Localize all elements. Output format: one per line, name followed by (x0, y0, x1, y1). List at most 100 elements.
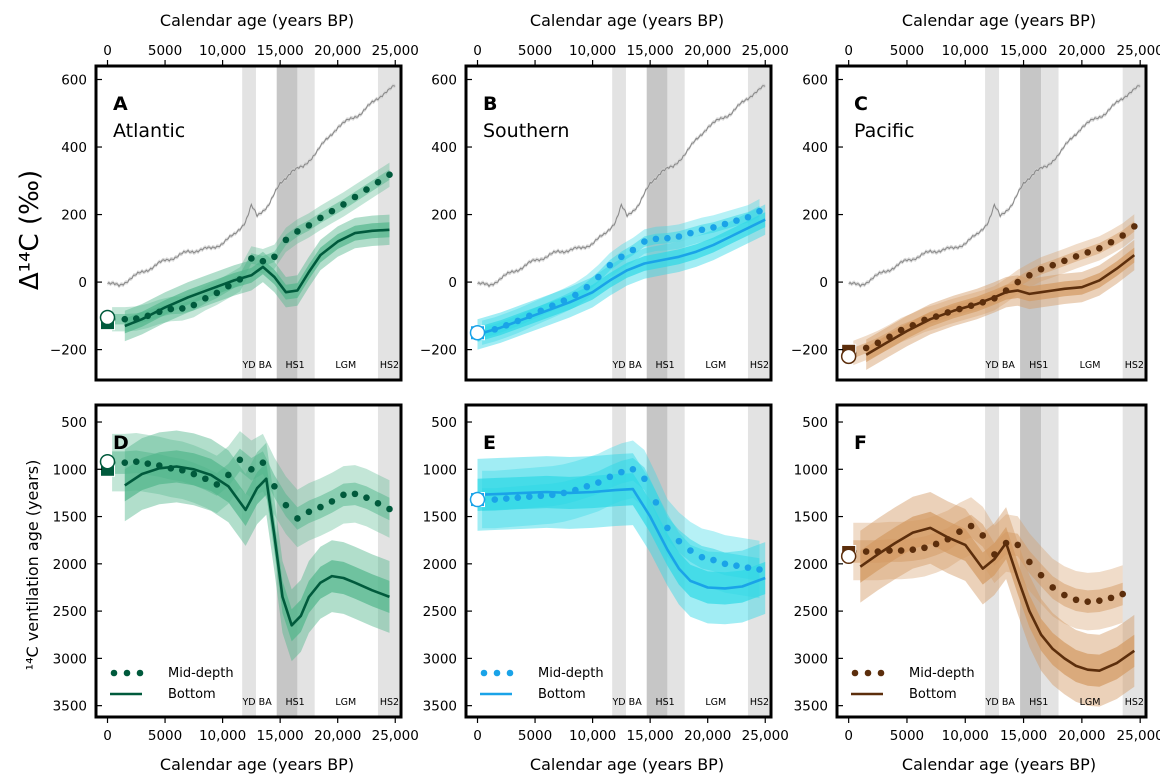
mid-depth-point (549, 302, 556, 310)
modern-mid-marker (99, 453, 116, 470)
mid-depth-point (202, 475, 209, 483)
mid-depth-point (386, 171, 393, 179)
mid-depth-point (317, 214, 324, 222)
y-tick-label: 200 (61, 208, 87, 224)
mid-depth-point (271, 253, 278, 261)
x-tick-label: 20,000 (1058, 43, 1105, 59)
x-tick-label: 0 (844, 43, 853, 59)
y-tick-label: 0 (448, 275, 457, 291)
x-tick-label: 10,000 (199, 43, 246, 59)
y-axis-title-top: Δ¹⁴C (‰) (15, 170, 45, 290)
modern-mid-marker (469, 324, 486, 341)
y-axis-title-bottom: ¹⁴C ventilation age (years) (23, 460, 42, 671)
mid-depth-point (874, 548, 882, 555)
x-tick-label: 5000 (518, 43, 552, 59)
mid-depth-point (514, 317, 522, 325)
panel-b: 0 5000 10,000 15,000 20,000 25,000 600 400 200 0 −… (420, 43, 789, 382)
bottom-envelope-inner (124, 222, 390, 334)
mid-depth-point (363, 186, 370, 193)
mid-depth-point (236, 456, 244, 464)
mid-depth-point (340, 491, 347, 499)
mid-depth-point (583, 483, 591, 490)
mid-depth-point (1061, 257, 1068, 265)
interval-label-ba: BA (259, 697, 273, 708)
x-tick-label: 20,000 (684, 43, 731, 59)
x-axis-title-top-left: Calendar age (years BP) (160, 11, 354, 30)
y-tick-label: 3500 (53, 699, 87, 715)
mid-depth-point (305, 222, 313, 229)
y-tick-label: 2500 (423, 604, 457, 620)
y-tick-label: 2000 (53, 557, 87, 573)
x-tick-label: 10,000 (942, 728, 989, 744)
mid-depth-point (248, 465, 255, 473)
x-tick-label: 0 (473, 43, 482, 59)
mid-depth-point (560, 297, 568, 304)
mid-depth-point (956, 528, 963, 535)
interval-label-hs2: HS2 (1125, 360, 1144, 371)
mid-depth-point (144, 312, 152, 320)
bottom-envelope-inner (124, 450, 390, 642)
y-tick-label: −200 (420, 343, 457, 359)
mid-depth-point (121, 459, 129, 466)
legend-mid-marker (123, 669, 131, 677)
mid-depth-point (991, 294, 998, 302)
interval-label-lgm: LGM (1080, 697, 1101, 708)
legend-mid-marker (136, 669, 144, 677)
mid-depth-point (886, 333, 893, 341)
y-tick-label: 0 (78, 275, 87, 291)
x-tick-label: 15,000 (257, 43, 304, 59)
y-tick-label: 2000 (794, 557, 828, 573)
mid-depth-point (641, 475, 648, 483)
mid-depth-point (652, 235, 660, 243)
legend-mid-label: Mid-depth (168, 666, 234, 681)
mid-depth-point (213, 289, 221, 297)
x-tick-label: 25,000 (1117, 728, 1160, 744)
mid-depth-point (744, 564, 752, 571)
interval-label-ba: BA (629, 360, 643, 371)
interval-label-yd: YD (242, 360, 256, 371)
panel-c: 0 5000 10,000 15,000 20,000 25,000 600 400 200 0 −… (791, 43, 1160, 382)
mid-depth-point (991, 551, 998, 558)
legend-mid-marker (864, 669, 872, 677)
mid-depth-point (1084, 598, 1091, 605)
x-tick-label: 15,000 (1000, 43, 1047, 59)
atmosphere-line (848, 85, 1141, 288)
mid-depth-point (606, 261, 614, 269)
panel-letter: F (854, 432, 867, 454)
mid-depth-point (1014, 541, 1022, 549)
bottom-envelope-outer (866, 239, 1135, 370)
interval-band-hs1-extent (667, 66, 685, 380)
interval-label-lgm: LGM (1080, 360, 1101, 371)
mid-depth-point (595, 273, 602, 281)
y-tick-label: 600 (802, 73, 828, 89)
mid-depth-point (282, 501, 290, 509)
mid-depth-point (874, 339, 882, 347)
mid-depth-point (1026, 558, 1033, 566)
legend-mid-marker (851, 669, 859, 677)
interval-label-hs1: HS1 (1029, 360, 1048, 371)
legend-mid-label: Mid-depth (909, 666, 975, 681)
panel-frame (464, 64, 773, 382)
mid-depth-point (897, 326, 905, 334)
mid-depth-point (687, 229, 694, 237)
interval-label-ba: BA (1002, 360, 1016, 371)
legend-mid-marker (877, 669, 885, 677)
x-tick-label: 5000 (890, 728, 924, 744)
mid-depth-point (1061, 591, 1068, 599)
interval-band-yd (612, 66, 626, 380)
y-tick-label: 1500 (794, 510, 828, 526)
panel-frame (94, 403, 403, 719)
x-tick-label: 10,000 (569, 43, 616, 59)
modern-mid-marker (840, 548, 857, 565)
interval-label-lgm: LGM (335, 360, 356, 371)
mid-depth-point (202, 294, 209, 302)
mid-depth-point (698, 226, 706, 234)
mid-depth-point (572, 291, 579, 299)
mid-depth-point (618, 253, 625, 261)
mid-depth-point (537, 492, 545, 500)
mid-depth-point (979, 532, 987, 539)
x-axis-title-bottom-left: Calendar age (years BP) (160, 755, 354, 774)
y-tick-label: 3000 (53, 651, 87, 667)
mid-depth-point (886, 547, 893, 554)
mid-depth-point (921, 544, 928, 552)
